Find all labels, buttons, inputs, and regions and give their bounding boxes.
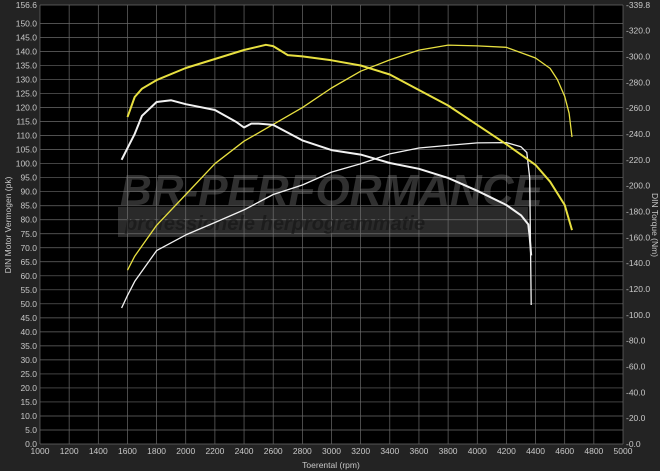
x-tick-label: 2400 — [235, 446, 254, 456]
y2-tick-label: -40.0 — [626, 387, 646, 397]
curves — [120, 43, 573, 309]
y-tick-label: 95.0 — [20, 173, 37, 183]
x-tick-label: 4400 — [526, 446, 545, 456]
ticks: 1000 1200 1400 1600 1800 2000 2200 2400 2600 2800… — [16, 0, 651, 456]
y-tick-label: 120.0 — [16, 103, 38, 113]
y-tick-label: 105.0 — [16, 145, 38, 155]
y2-tick-label: -0.0 — [626, 439, 641, 449]
y-tick-label: 110.0 — [16, 131, 37, 141]
x-tick-label: 2600 — [264, 446, 283, 456]
power-curve-white — [121, 141, 532, 309]
watermark: BR-PERFORMANCE professionele herprogramm… — [118, 166, 545, 237]
y2-tick-label: -160.0 — [626, 232, 650, 242]
y2-tick-label: -300.0 — [626, 51, 650, 61]
y-tick-label: 30.0 — [20, 355, 37, 365]
x-tick-label: 1000 — [31, 446, 50, 456]
y-tick-label: 10.0 — [20, 411, 37, 421]
y-tick-label: 70.0 — [20, 243, 37, 253]
x-tick-label: 3600 — [409, 446, 428, 456]
x-tick-label: 5000 — [614, 446, 633, 456]
y-tick-label: 35.0 — [20, 341, 37, 351]
power-curve-yellow — [126, 44, 573, 271]
y-tick-label: 40.0 — [20, 327, 37, 337]
y-tick-label: 15.0 — [20, 397, 37, 407]
watermark-band — [118, 207, 528, 237]
torque-curve-yellow — [126, 43, 573, 231]
y2-tick-label: -200.0 — [626, 181, 650, 191]
y-tick-label: 50.0 — [20, 299, 37, 309]
y2-tick-label: -120.0 — [626, 284, 650, 294]
y2-tick-label: -140.0 — [626, 258, 650, 268]
y2-tick-label: -80.0 — [626, 336, 646, 346]
y-tick-label: 20.0 — [20, 383, 37, 393]
x-tick-label: 1600 — [118, 446, 137, 456]
x-tick-label: 2000 — [176, 446, 195, 456]
x-tick-label: 3800 — [439, 446, 458, 456]
x-tick-label: 4200 — [497, 446, 516, 456]
y-tick-label: 45.0 — [20, 313, 37, 323]
y-tick-label: 90.0 — [20, 187, 37, 197]
x-tick-label: 3400 — [380, 446, 399, 456]
x-axis-label: Toerental (rpm) — [302, 460, 360, 470]
y2-tick-label: -60.0 — [626, 361, 646, 371]
x-tick-label: 3200 — [351, 446, 370, 456]
x-tick-label: 4600 — [555, 446, 574, 456]
y-tick-label: 60.0 — [20, 271, 37, 281]
y2-tick-label: -260.0 — [626, 103, 650, 113]
y2-tick-label: -100.0 — [626, 310, 650, 320]
y-tick-label: 55.0 — [20, 285, 37, 295]
y2-tick-label: -240.0 — [626, 129, 650, 139]
y-tick-label: 125.0 — [16, 89, 38, 99]
x-tick-label: 1200 — [60, 446, 79, 456]
grid — [39, 4, 624, 445]
x-tick-label: 2200 — [205, 446, 224, 456]
y2-tick-label: -280.0 — [626, 77, 650, 87]
y-tick-label: 75.0 — [20, 229, 37, 239]
y-tick-label: 156.6 — [16, 0, 38, 10]
x-tick-label: 4800 — [584, 446, 603, 456]
y2-tick-label: -320.0 — [626, 26, 650, 36]
y-tick-label: 80.0 — [20, 215, 37, 225]
y2-axis-label: DIN Torque (Nm) — [650, 193, 660, 257]
y2-tick-label: -180.0 — [626, 206, 650, 216]
x-tick-label: 1400 — [89, 446, 108, 456]
y2-tick-label: -20.0 — [626, 413, 646, 423]
x-tick-label: 4000 — [468, 446, 487, 456]
y-tick-label: 25.0 — [20, 369, 37, 379]
x-tick-label: 3000 — [322, 446, 341, 456]
watermark-brand: BR-PERFORMANCE — [120, 166, 545, 215]
y-axis-label: DIN Motor Vermogen (pk) — [3, 176, 13, 273]
x-tick-label: 1800 — [147, 446, 166, 456]
y-tick-label: 5.0 — [25, 425, 37, 435]
y2-tick-label: -339.8 — [626, 0, 650, 10]
y-tick-label: 130.0 — [16, 75, 38, 85]
y-tick-label: 145.0 — [16, 33, 38, 43]
torque-curve-white — [120, 99, 533, 256]
y2-tick-label: -220.0 — [626, 155, 650, 165]
y-tick-label: 150.0 — [16, 19, 38, 29]
y-tick-label: 0.0 — [25, 439, 37, 449]
y-tick-label: 115.0 — [16, 117, 37, 127]
x-tick-label: 2800 — [293, 446, 312, 456]
y-tick-label: 100.0 — [16, 159, 38, 169]
y-tick-label: 65.0 — [20, 257, 37, 267]
y-tick-label: 85.0 — [20, 201, 37, 211]
y-tick-label: 140.0 — [16, 47, 38, 57]
y-tick-label: 135.0 — [16, 61, 38, 71]
watermark-tagline: professionele herprogrammatie — [124, 213, 425, 235]
